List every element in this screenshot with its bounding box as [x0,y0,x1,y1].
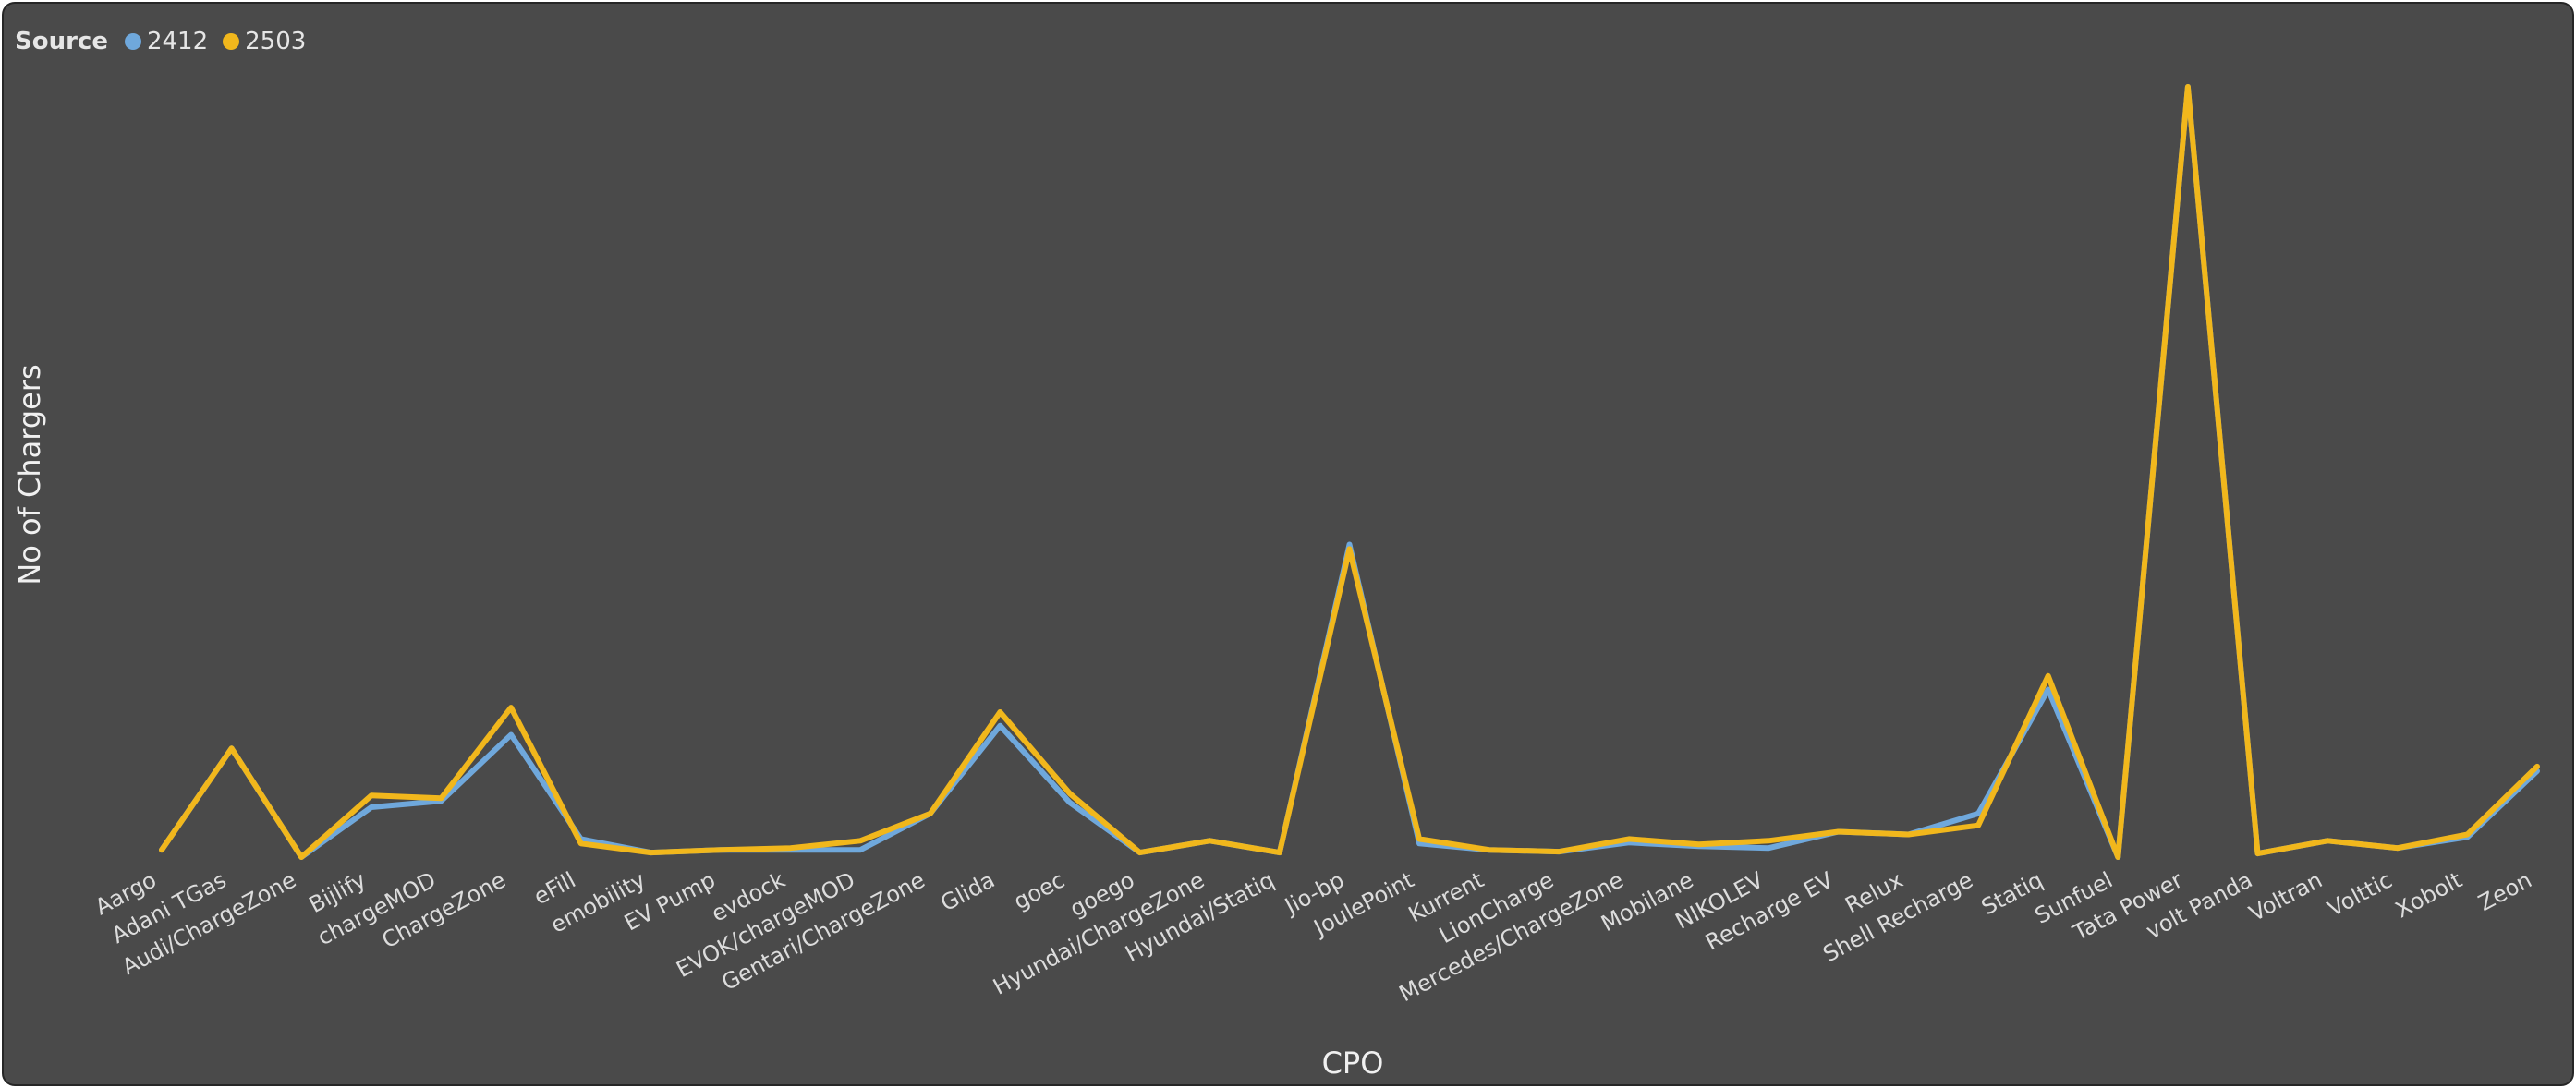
series-line-2412[interactable] [159,84,2540,860]
series-line-2503[interactable] [159,84,2540,860]
x-tick-label: Xobolt [2391,867,2466,924]
legend-label-2503: 2503 [245,28,307,55]
legend: Source 2412 2503 [15,28,321,55]
x-tick-label: Glida [936,867,999,917]
legend-label-2412: 2412 [146,28,209,55]
x-tick-label: Volttic [2324,867,2397,923]
x-tick-label: Zeon [2474,867,2536,916]
legend-dot-2412 [124,33,141,50]
legend-item-2412[interactable]: 2412 [124,28,209,55]
x-tick-label: goec [1010,867,1069,915]
legend-title: Source [15,28,108,55]
legend-item-2503[interactable]: 2503 [223,28,306,55]
x-tick-label: Voltran [2245,867,2327,927]
series-lines [159,84,2540,860]
x-axis-label: CPO [1321,1046,1384,1081]
legend-dot-2503 [223,33,240,50]
